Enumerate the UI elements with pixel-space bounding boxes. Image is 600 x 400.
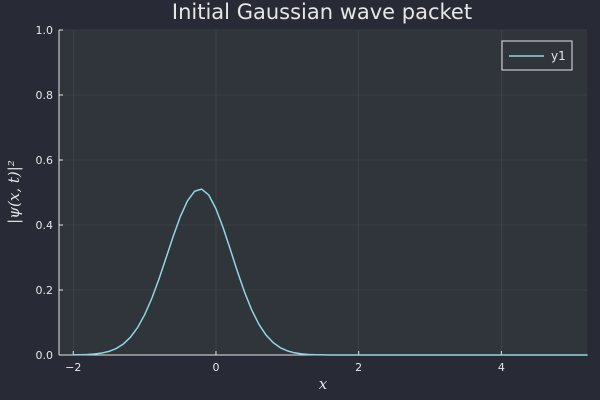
chart-title: Initial Gaussian wave packet (172, 0, 472, 24)
series (72, 188, 588, 356)
plot-area (59, 30, 587, 355)
y-axis-label: |ψ(x, t)|² (5, 160, 23, 224)
series-line-y1 (72, 188, 588, 356)
y-tick-label: 0.4 (36, 219, 54, 232)
y-tick-label: 0.6 (36, 154, 54, 167)
x-tick-label: 4 (498, 361, 505, 374)
x-tick-label: −2 (65, 361, 81, 374)
x-axis-label: x (319, 375, 328, 393)
ticks: −2 0 2 4 0.0 0.2 0.4 0.6 0.8 1.0 (36, 24, 505, 374)
y-tick-label: 1.0 (36, 24, 54, 37)
y-tick-label: 0.2 (36, 284, 54, 297)
x-tick-label: 0 (212, 361, 219, 374)
y-tick-label: 0.0 (36, 349, 54, 362)
legend-label-y1: y1 (551, 49, 566, 63)
y-tick-label: 0.8 (36, 89, 54, 102)
legend: y1 (501, 40, 573, 71)
x-tick-label: 2 (355, 361, 362, 374)
